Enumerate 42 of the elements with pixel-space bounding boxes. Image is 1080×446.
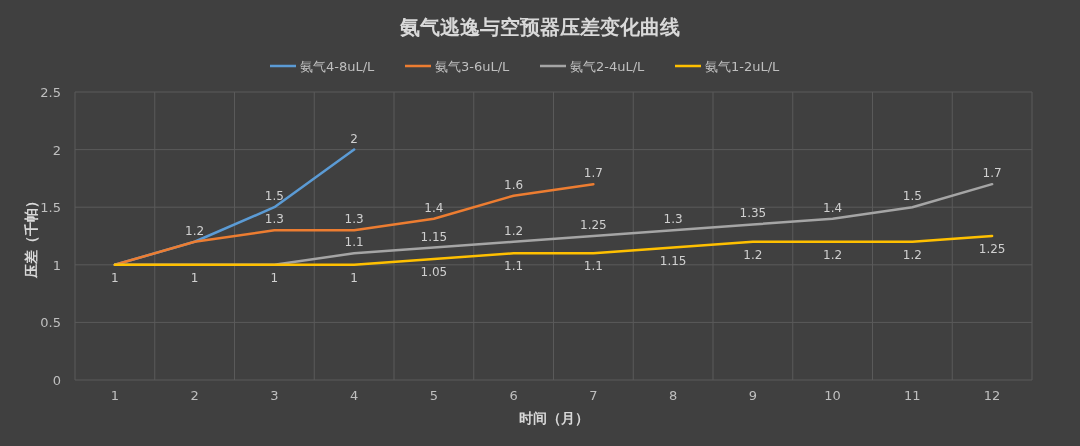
data-label: 1.6 — [504, 177, 524, 192]
data-label: 1.5 — [264, 189, 284, 204]
data-label: 1.7 — [982, 166, 1002, 181]
data-label: 1 — [111, 270, 119, 285]
data-label: 1.1 — [504, 259, 524, 274]
data-label: 1.1 — [344, 235, 364, 250]
data-label: 1.3 — [663, 212, 683, 227]
data-label: 1.3 — [264, 212, 284, 227]
data-label: 1 — [190, 270, 199, 285]
data-label: 1.15 — [659, 253, 687, 268]
y-tick-label: 2 — [52, 142, 61, 158]
data-label: 1.25 — [978, 242, 1006, 256]
legend-label: 氨气2-4uL/L — [570, 59, 646, 74]
y-tick-label: 1 — [52, 257, 61, 273]
data-label: 1.1 — [583, 259, 603, 274]
data-label: 1.4 — [823, 200, 843, 215]
y-tick-label: 0 — [52, 373, 61, 388]
data-label: 2 — [350, 131, 358, 146]
data-label: 1.2 — [504, 223, 524, 238]
data-label: 1.05 — [420, 265, 448, 280]
data-label: 1.4 — [424, 200, 444, 215]
data-label: 1.2 — [185, 223, 205, 238]
data-label: 1.2 — [823, 247, 843, 262]
data-label: 1.3 — [344, 212, 364, 227]
data-label: 1 — [350, 270, 358, 285]
y-tick-label: 2.5 — [40, 85, 61, 100]
data-label: 1.7 — [583, 166, 603, 181]
data-label: 1.2 — [743, 247, 763, 262]
y-tick-label: 1.5 — [40, 200, 61, 216]
y-axis-title: 压差（千帕） — [23, 194, 39, 279]
data-label: 1 — [270, 270, 279, 285]
data-label: 1.25 — [580, 218, 607, 232]
data-label: 1.5 — [902, 189, 922, 204]
legend-label: 氨气4-8uL/L — [300, 59, 376, 74]
data-label: 1.35 — [739, 206, 767, 221]
chart-title: 氨气逃逸与空预器压差变化曲线 — [399, 15, 680, 39]
data-label: 1.2 — [902, 247, 922, 262]
data-label: 1.15 — [420, 229, 448, 244]
legend-label: 氨气1-2uL/L — [705, 59, 781, 74]
x-axis-title: 时间（月） — [518, 410, 589, 426]
y-tick-label: 0.5 — [40, 315, 61, 331]
legend-label: 氨气3-6uL/L — [435, 59, 511, 74]
